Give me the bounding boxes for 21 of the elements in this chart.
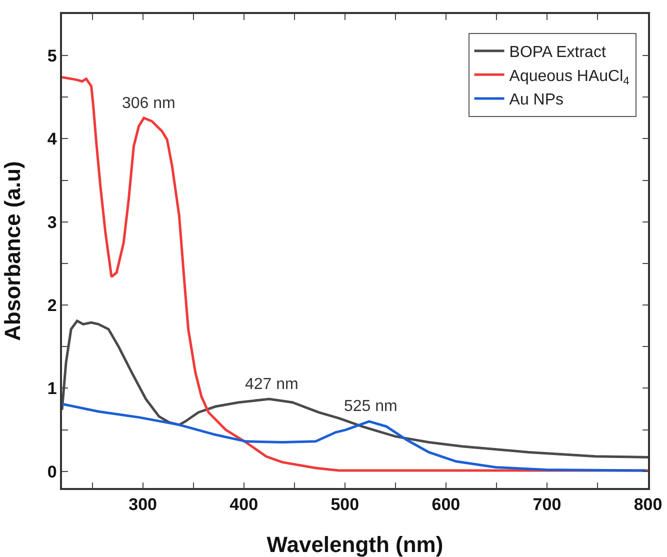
x-axis-title: Wavelength (nm) — [266, 532, 444, 557]
x-tick-label: 400 — [230, 495, 258, 514]
legend-label: Aqueous HAuCl$_{4}$ — [509, 68, 630, 88]
legend-label: BOPA Extract — [509, 44, 606, 62]
y-tick-label: 3 — [47, 212, 57, 232]
legend-label: Au NPs — [509, 92, 564, 109]
y-axis-title: Absorbance (a.u) — [0, 161, 25, 341]
x-tick-label: 600 — [432, 495, 460, 514]
y-tick-label: 2 — [47, 296, 57, 315]
y-tick-label: 5 — [47, 46, 57, 66]
annotation: 306 nm — [122, 95, 176, 112]
x-tick-label: 800 — [634, 495, 662, 514]
annotation: 427 nm — [245, 376, 298, 393]
y-tick-label: 4 — [47, 130, 58, 149]
x-tick-label: 700 — [532, 495, 562, 514]
x-tick-label: 300 — [128, 495, 158, 514]
y-tick-label: 1 — [47, 379, 57, 398]
annotation: 525 nm — [344, 398, 398, 415]
line-series — [62, 320, 648, 458]
y-tick-label: 0 — [47, 462, 57, 482]
x-tick-label: 500 — [330, 495, 360, 514]
